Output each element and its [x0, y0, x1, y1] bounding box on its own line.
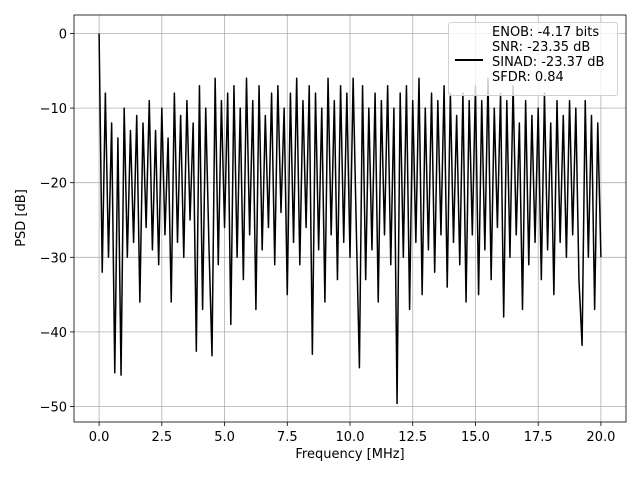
x-tick-label: 17.5	[524, 430, 553, 445]
x-tick-label: 2.5	[151, 430, 172, 445]
plot-frame	[73, 14, 627, 423]
x-tick-label: 5.0	[214, 430, 235, 445]
x-tick-label: 12.5	[398, 430, 427, 445]
x-tick-label: 0.0	[89, 430, 110, 445]
x-tick-label: 7.5	[277, 430, 298, 445]
legend-label: ENOB: -4.17 bits SNR: -23.35 dB SINAD: -…	[492, 25, 605, 85]
legend: ENOB: -4.17 bits SNR: -23.35 dB SINAD: -…	[448, 22, 618, 96]
y-tick-label: −50	[40, 400, 67, 415]
x-tick-label: 10.0	[336, 430, 365, 445]
x-axis-label: Frequency [MHz]	[295, 447, 404, 462]
y-axis-label: PSD [dB]	[14, 189, 29, 247]
y-tick-label: −10	[40, 102, 67, 117]
x-tick-label: 15.0	[461, 430, 490, 445]
y-tick-label: −30	[40, 251, 67, 266]
y-tick-label: 0	[59, 28, 67, 43]
data-line	[98, 33, 602, 405]
x-tick-label: 20.0	[586, 430, 615, 445]
y-tick-label: −40	[40, 326, 67, 341]
y-tick-label: −20	[40, 177, 67, 192]
legend-swatch	[455, 59, 483, 61]
